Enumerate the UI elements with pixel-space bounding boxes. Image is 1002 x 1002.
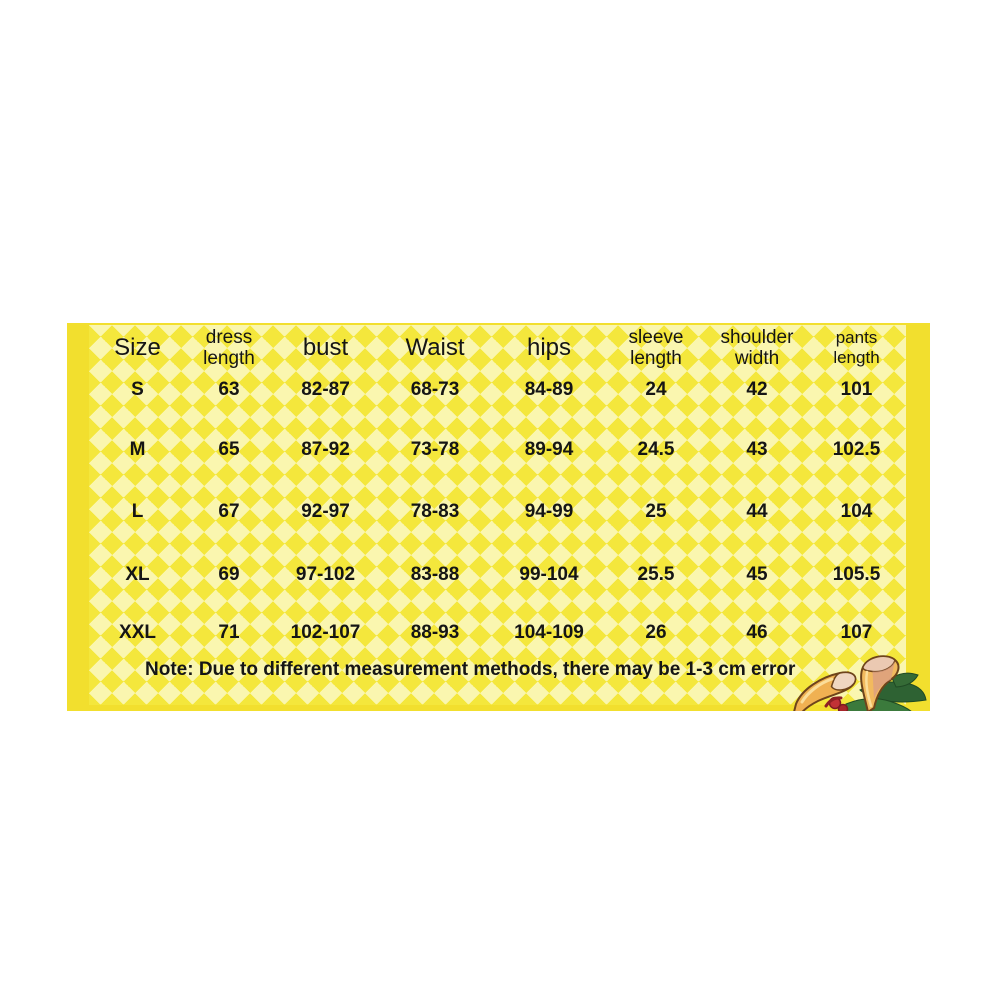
table-cell: 94-99 (524, 501, 574, 522)
table-cell: 89-94 (524, 439, 574, 460)
table-cell-size-label: S (131, 379, 144, 400)
diamond-pattern-background (89, 325, 906, 705)
table-cell-size-label: M (129, 439, 146, 460)
size-chart-header-row: Size dress length bust Waist hips sleeve… (67, 325, 930, 371)
table-row-xl: XL 69 97-102 83-88 99-104 25.5 45 105.5 (67, 560, 930, 590)
table-cell: 67 (218, 501, 240, 522)
table-cell: 45 (746, 564, 768, 585)
table-cell: 84-89 (524, 379, 574, 400)
column-header-dress-length: dress length (203, 326, 255, 369)
table-cell: 102-107 (290, 622, 361, 643)
table-cell: 82-87 (301, 379, 350, 400)
table-cell: 101 (840, 379, 873, 400)
table-row-xxl: XXL 71 102-107 88-93 104-109 26 46 107 (67, 618, 930, 648)
table-cell: 68-73 (410, 379, 460, 400)
table-row-l: L 67 92-97 78-83 94-99 25 44 104 (67, 497, 930, 527)
table-cell: 73-78 (410, 439, 460, 460)
table-cell: 43 (746, 439, 768, 460)
table-cell: 24.5 (637, 439, 675, 460)
table-cell: 92-97 (301, 501, 350, 522)
size-chart-panel: Size dress length bust Waist hips sleeve… (67, 323, 930, 711)
measurement-note: Note: Due to different measurement metho… (145, 659, 796, 680)
table-cell: 104-109 (514, 622, 584, 643)
table-cell: 42 (746, 379, 768, 400)
table-cell-size-label: L (131, 501, 144, 522)
table-cell: 102.5 (832, 439, 881, 460)
table-cell: 97-102 (295, 564, 356, 585)
table-cell: 69 (218, 564, 240, 585)
table-cell: 78-83 (410, 501, 460, 522)
table-cell: 107 (840, 622, 873, 643)
column-header-bust: bust (302, 334, 349, 361)
table-cell: 104 (840, 501, 873, 522)
table-cell: 46 (746, 622, 768, 643)
table-cell-size-label: XL (125, 564, 150, 585)
table-cell: 99-104 (519, 564, 579, 585)
column-header-pants-length: pants length (833, 328, 880, 367)
table-cell-size-label: XXL (119, 622, 156, 643)
column-header-waist: Waist (405, 334, 465, 361)
column-header-sleeve-length: sleeve length (628, 326, 684, 369)
table-cell: 44 (746, 501, 768, 522)
table-cell: 25.5 (637, 564, 675, 585)
table-cell: 87-92 (301, 439, 350, 460)
table-cell: 25 (645, 501, 667, 522)
column-header-size: Size (114, 334, 161, 361)
table-cell: 26 (645, 622, 667, 643)
column-header-shoulder-width: shoulder width (720, 326, 794, 369)
table-row-m: M 65 87-92 73-78 89-94 24.5 43 102.5 (67, 435, 930, 465)
table-cell: 83-88 (410, 564, 460, 585)
column-header-hips: hips (526, 334, 572, 361)
table-row-s: S 63 82-87 68-73 84-89 24 42 101 (67, 375, 930, 405)
table-cell: 71 (218, 622, 240, 643)
calla-lily-flowers-illustration (793, 655, 927, 711)
table-cell: 88-93 (410, 622, 460, 643)
table-cell: 24 (645, 379, 667, 400)
table-cell: 63 (218, 379, 240, 400)
table-cell: 105.5 (832, 564, 881, 585)
table-cell: 65 (218, 439, 240, 460)
